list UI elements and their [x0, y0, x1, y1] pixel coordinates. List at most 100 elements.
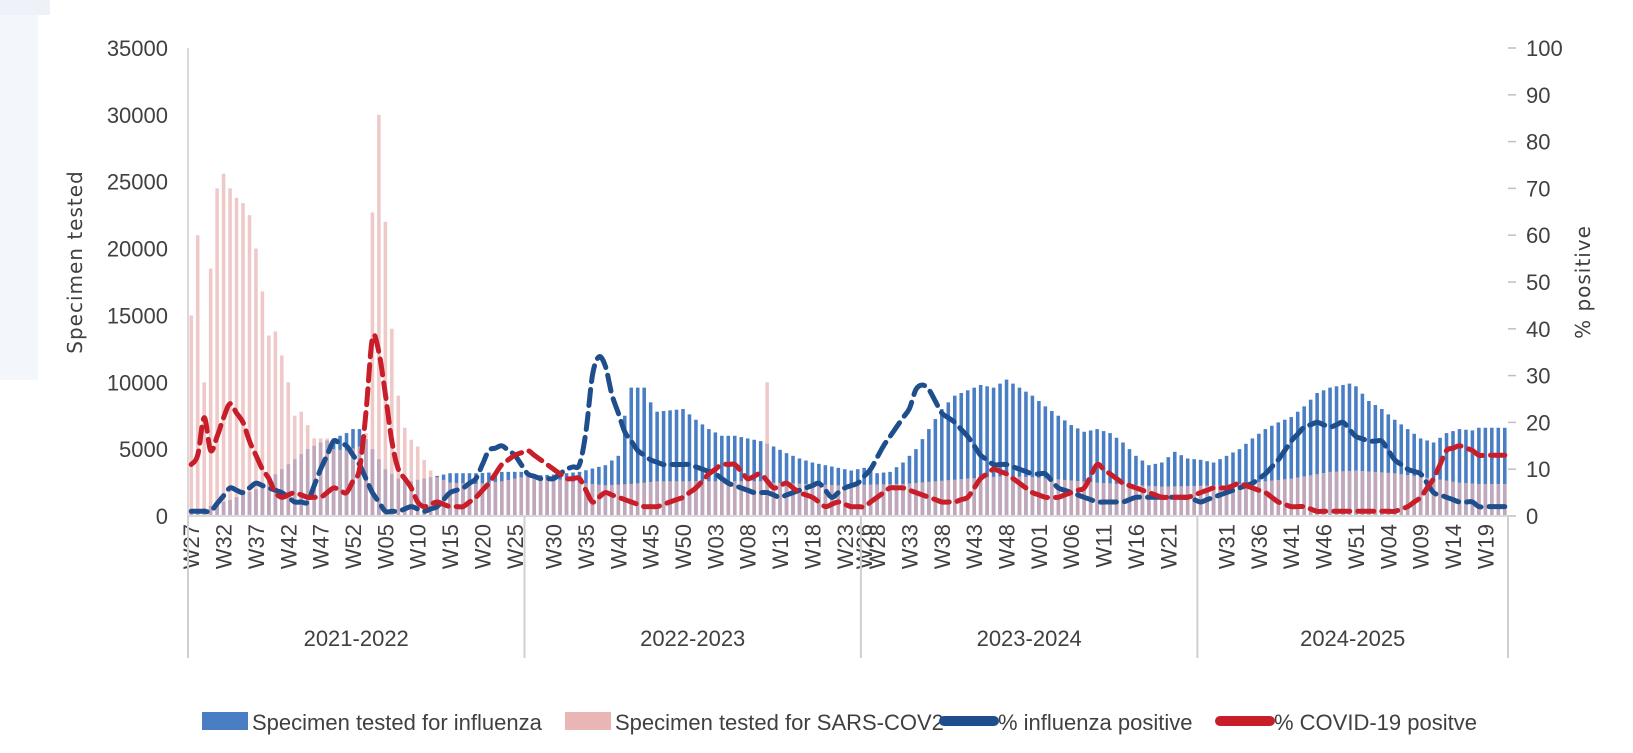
influenza-bar: [933, 419, 938, 516]
influenza-bar: [972, 387, 976, 516]
influenza-bar: [739, 437, 744, 516]
covid-bar: [331, 449, 336, 516]
influenza-bar: [732, 435, 737, 516]
influenza-bar: [959, 392, 964, 516]
covid-bar: [1069, 480, 1074, 516]
influenza-bar: [1367, 401, 1371, 516]
influenza-bar: [1017, 387, 1022, 516]
x-tick-label: W23: [833, 524, 858, 569]
covid-bar: [435, 477, 439, 516]
y-right-tick-label: 70: [1526, 176, 1550, 201]
covid-bar: [1121, 484, 1125, 516]
influenza-bar: [1024, 391, 1028, 516]
x-tick-label: W33: [898, 524, 923, 569]
covid-bar: [849, 484, 854, 516]
x-tick-label: W28: [865, 524, 890, 569]
covid-bar: [254, 248, 258, 516]
covid-bar: [881, 484, 886, 516]
influenza-bar: [1341, 384, 1345, 516]
covid-bar: [726, 481, 731, 516]
covid-bar: [247, 215, 252, 516]
x-tick-label: W15: [438, 524, 463, 569]
covid-bar: [558, 479, 562, 516]
influenza-bar: [1011, 383, 1015, 516]
influenza-bar: [1470, 430, 1475, 516]
covid-bar: [991, 476, 996, 516]
left-panel-shade-top: [0, 0, 50, 15]
covid-bar: [946, 480, 951, 516]
covid-bar: [292, 415, 297, 516]
covid-bar: [1360, 470, 1365, 516]
influenza-bar: [1082, 431, 1086, 516]
covid-bar: [1263, 481, 1268, 516]
x-tick-label: W43: [962, 524, 987, 569]
x-tick-label: W08: [736, 524, 761, 569]
covid-bar: [1185, 486, 1190, 516]
covid-bar: [461, 483, 465, 516]
influenza-bar: [991, 387, 996, 516]
influenza-bar: [1121, 442, 1125, 516]
season-axis: 2021-2022 2022-2023 2023-2024 2024-2025: [187, 516, 1509, 658]
influenza-positive-line: [188, 354, 1508, 515]
covid-bar: [390, 328, 394, 516]
covid-bar: [519, 477, 524, 516]
covid-bar: [325, 438, 329, 516]
covid-bar: [642, 482, 646, 516]
covid-bar: [1276, 479, 1281, 516]
covid-bar: [1438, 479, 1442, 516]
y-left-tick-label: 0: [156, 504, 168, 529]
influenza-bar: [1302, 406, 1306, 516]
covid-bar: [338, 449, 342, 516]
covid-bar: [1392, 473, 1397, 516]
y-right-tick-label: 60: [1526, 223, 1550, 248]
covid-bar: [215, 188, 219, 516]
covid-bar: [487, 482, 491, 516]
covid-bar: [480, 483, 485, 516]
covid-bar: [901, 483, 905, 516]
x-tick-label: W36: [1247, 524, 1272, 569]
covid-line-series: [188, 332, 1508, 514]
influenza-bar: [1295, 411, 1300, 516]
covid-bar: [448, 482, 452, 516]
x-tick-label: W13: [768, 524, 793, 569]
covid-bar: [506, 479, 511, 516]
x-tick-label: W31: [1215, 524, 1240, 569]
covid-bar: [370, 212, 375, 516]
covid-bar: [1412, 475, 1416, 516]
covid-bar: [409, 439, 414, 516]
influenza-bar: [668, 410, 672, 516]
covid-bar: [862, 484, 866, 516]
covid-bar: [1464, 483, 1468, 516]
influenza-bar: [642, 387, 646, 516]
influenza-bar: [726, 435, 731, 516]
covid-bar: [1502, 483, 1507, 516]
covid-bar: [415, 446, 420, 516]
covid-bar: [655, 481, 659, 516]
covid-bar: [1134, 484, 1138, 516]
covid-bar: [707, 481, 711, 516]
influenza-bar: [1477, 427, 1481, 516]
influenza-bar: [1451, 431, 1455, 516]
covid-bar: [1011, 476, 1015, 516]
covid-bar: [1483, 483, 1488, 516]
covid-bar: [1328, 471, 1332, 516]
y-left-tick-label: 20000: [107, 237, 168, 262]
covid-bar: [545, 477, 549, 516]
covid-bar: [700, 481, 705, 516]
covid-bar: [512, 478, 517, 516]
covid-bar: [1257, 481, 1261, 516]
covid-bar: [532, 476, 536, 516]
covid-bar: [551, 478, 556, 516]
covid-bar: [1024, 476, 1028, 516]
influenza-bar: [1179, 455, 1184, 516]
season-label: 2022-2023: [640, 626, 745, 651]
covid-bar: [1062, 479, 1067, 516]
covid-bar: [720, 481, 724, 516]
influenza-bar: [965, 390, 970, 516]
covid-bar: [1237, 483, 1242, 516]
y-right-tick-label: 50: [1526, 270, 1550, 295]
legend-label: Specimen tested for SARS-COV2: [615, 710, 944, 735]
influenza-bar: [1037, 401, 1041, 516]
covid-bar: [797, 483, 802, 516]
left-panel-shade: [0, 0, 38, 380]
